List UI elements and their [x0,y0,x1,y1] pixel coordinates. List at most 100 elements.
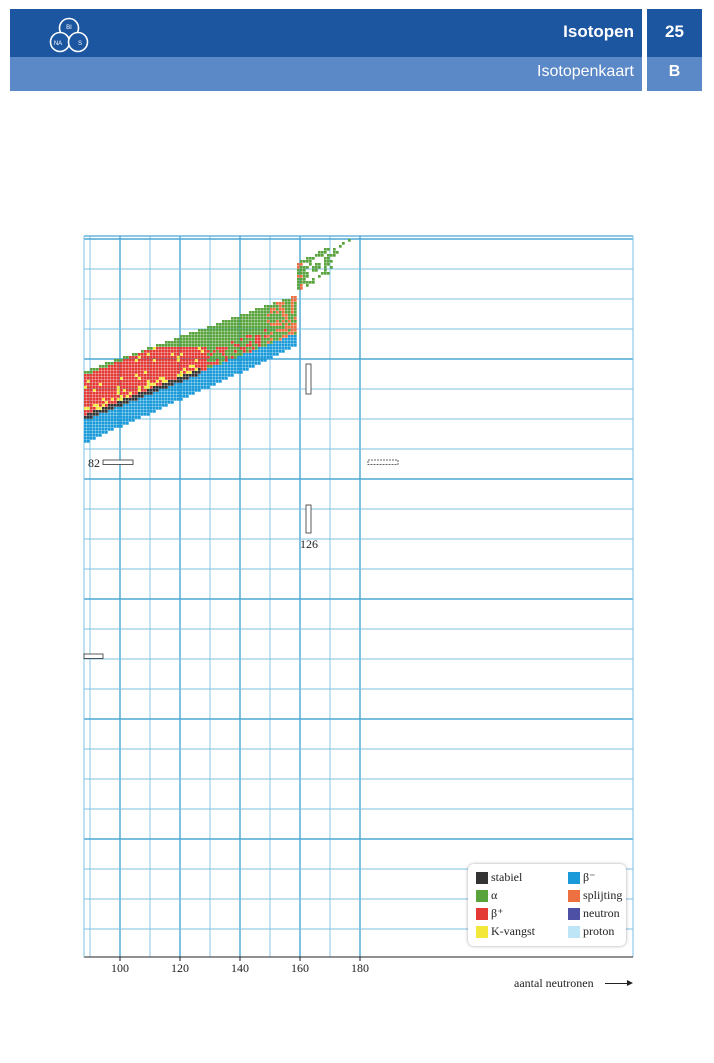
nuclide-cell-bplus [87,389,90,392]
nuclide-cell-bplus [132,365,135,368]
nuclide-cell-bplus [198,365,201,368]
nuclide-cell-alpha [177,341,180,344]
nuclide-cell-alpha [186,335,189,338]
nuclide-cell-alpha [207,353,210,356]
nuclide-cell-bminus [120,410,123,413]
nuclide-cell-alpha [237,338,240,341]
nuclide-cell-kcapture [153,359,156,362]
nuclide-cell-bplus [144,383,147,386]
nuclide-cell-bplus [123,386,126,389]
nuclide-cell-bminus [267,353,270,356]
nuclide-cell-alpha [282,305,285,308]
nuclide-cell-bplus [198,359,201,362]
nuclide-cell-bminus [231,371,234,374]
nuclide-cell-alpha [243,317,246,320]
nuclide-cell-fission [300,284,303,287]
nuclide-cell-alpha [213,332,216,335]
nuclide-cell-alpha [318,266,321,269]
nuclide-cell-bplus [90,380,93,383]
nuclide-cell-bminus [207,383,210,386]
nuclide-cell-stable [150,389,153,392]
nuclide-cell-alpha [225,320,228,323]
nuclide-cell-bplus [123,377,126,380]
nuclide-cell-alpha [231,335,234,338]
nuclide-cell-alpha [198,335,201,338]
nuclide-cell-bplus [225,356,228,359]
nuclide-cell-stable [108,407,111,410]
nuclide-cell-bminus [153,395,156,398]
nuclide-cell-alpha [258,314,261,317]
nuclide-cell-alpha [330,254,333,257]
nuclide-cell-bplus [156,359,159,362]
nuclide-cell-bminus [273,344,276,347]
nuclide-cell-alpha [222,329,225,332]
nuclide-cell-bminus [228,371,231,374]
nuclide-cell-alpha [261,341,264,344]
magic-82-label: 82 [88,456,100,470]
nuclide-cell-bplus [102,395,105,398]
nuclide-cell-bminus [216,368,219,371]
nuclide-cell-bplus [129,371,132,374]
nuclide-cell-bplus [195,350,198,353]
nuclide-cell-bplus [165,359,168,362]
nuclide-cell-alpha [246,320,249,323]
nuclide-cell-bplus [204,356,207,359]
nuclide-cell-bminus [123,404,126,407]
nuclide-cell-bplus [111,386,114,389]
nuclide-cell-bminus [222,374,225,377]
nuclide-cell-bminus [105,422,108,425]
nuclide-cell-bplus [84,404,87,407]
nuclide-cell-bplus [171,365,174,368]
nuclide-cell-bplus [156,383,159,386]
nuclide-cell-bplus [102,374,105,377]
nuclide-cell-bplus [177,365,180,368]
nuclide-cell-bminus [171,389,174,392]
nuclide-cell-bminus [87,425,90,428]
nuclide-cell-bminus [102,413,105,416]
nuclide-cell-fission [285,329,288,332]
nuclide-cell-alpha [204,329,207,332]
nuclide-cell-bplus [105,404,108,407]
nuclide-cell-bminus [108,416,111,419]
nuclide-cell-bplus [171,368,174,371]
nuclide-cell-bplus [186,362,189,365]
nuclide-cell-bplus [147,374,150,377]
nuclide-cell-bminus [255,362,258,365]
nuclide-cell-bplus [186,353,189,356]
nuclide-cell-bplus [141,368,144,371]
nuclide-cell-bplus [165,362,168,365]
nuclide-cell-bplus [180,365,183,368]
nuclide-cell-bminus [231,365,234,368]
nuclide-cell-bplus [132,392,135,395]
nuclide-cell-bplus [174,365,177,368]
nuclide-cell-bplus [84,410,87,413]
nuclide-cell-alpha [261,314,264,317]
nuclide-cell-bminus [165,389,168,392]
nuclide-cell-alpha [294,308,297,311]
nuclide-cell-alpha [219,338,222,341]
nuclide-cell-bminus [222,362,225,365]
chapter-number: 25 [665,22,684,41]
nuclide-cell-alpha [258,329,261,332]
nuclide-cell-stable [177,380,180,383]
nuclide-cell-alpha [177,338,180,341]
nuclide-cell-bminus [192,383,195,386]
nuclide-cell-bplus [87,392,90,395]
nuclide-cell-alpha [312,281,315,284]
nuclide-cell-bminus [144,398,147,401]
nuclide-cell-bplus [234,344,237,347]
nuclide-cell-alpha [297,284,300,287]
nuclide-cell-alpha [324,257,327,260]
legend-item-proton: proton [568,924,614,939]
nuclide-cell-bplus [192,356,195,359]
nuclide-cell-bplus [249,335,252,338]
nuclide-cell-stable [129,398,132,401]
nuclide-cell-bminus [177,398,180,401]
nuclide-cell-bminus [108,422,111,425]
nuclide-cell-bplus [90,374,93,377]
magic-126-bar-top [305,363,312,395]
nuclide-cell-bplus [141,362,144,365]
nuclide-cell-bminus [249,353,252,356]
nuclide-cell-alpha [84,371,87,374]
nuclide-cell-bplus [177,371,180,374]
